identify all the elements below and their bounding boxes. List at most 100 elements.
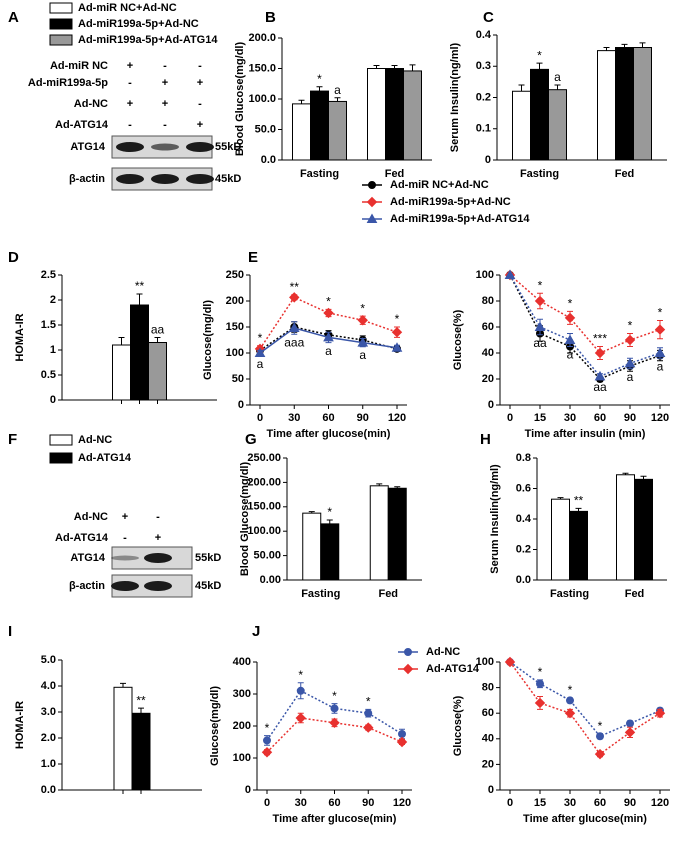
error-bar	[136, 293, 143, 305]
bar	[403, 70, 422, 161]
blot-band	[151, 143, 179, 151]
error-bar	[138, 707, 144, 714]
y-tick-label: 0.2	[476, 91, 491, 103]
data-point	[330, 704, 339, 713]
y-tick-label: 60	[482, 707, 494, 719]
x-tick-label: 90	[362, 797, 374, 809]
significance: *	[326, 294, 331, 308]
data-point	[504, 656, 516, 668]
panel-label: G	[245, 431, 257, 448]
legend-label: Ad-miR199a-5p+Ad-NC	[78, 18, 199, 30]
bar	[328, 100, 347, 161]
bar	[530, 68, 549, 161]
blot-sign: -	[128, 119, 132, 131]
blot-band-label: β-actin	[69, 173, 105, 185]
y-axis-label: Glucose(mg/dl)	[209, 686, 221, 766]
significance: aa	[593, 380, 607, 394]
x-tick-label: 30	[564, 412, 576, 424]
y-tick-label: 150.0	[248, 62, 276, 74]
error-bar	[334, 97, 341, 102]
error-bar	[603, 47, 610, 51]
x-axis-label: Time after glucose(min)	[273, 813, 397, 825]
error-bar	[640, 475, 647, 480]
y-tick-label: 200.0	[248, 32, 276, 44]
blot-sign: -	[128, 77, 132, 89]
data-point	[391, 342, 403, 352]
series-line	[259, 296, 398, 350]
x-tick-label: 15	[534, 412, 546, 424]
x-tick-label: 90	[357, 412, 369, 424]
y-tick-label: 20	[482, 373, 494, 385]
y-tick-label: 0	[488, 784, 494, 796]
blot-band	[111, 555, 139, 561]
error-bar	[391, 64, 398, 69]
y-axis-label: Blood Glucose(mg/dl)	[234, 42, 246, 157]
blot-sign: -	[123, 532, 127, 544]
y-axis-label: Glucose(mg/dl)	[202, 300, 214, 380]
y-tick-label: 100	[226, 347, 244, 359]
significance: *	[332, 689, 337, 703]
y-tick-label: 0.2	[516, 543, 531, 555]
error-bar	[298, 99, 305, 104]
error-bar	[373, 64, 380, 69]
legend-label: Ad-miR NC+Ad-NC	[78, 2, 177, 14]
y-tick-label: 250.00	[247, 452, 281, 464]
significance: *	[598, 719, 603, 733]
x-tick-label: 90	[624, 412, 636, 424]
y-tick-label: 0.4	[476, 29, 492, 41]
data-point	[536, 679, 544, 688]
y-tick-label: 5.0	[41, 654, 56, 666]
error-bar	[622, 472, 629, 475]
x-tick-label: 0	[264, 797, 270, 809]
y-axis-label: Serum Insulin(ng/ml)	[449, 42, 461, 152]
y-tick-label: 0.3	[476, 60, 491, 72]
x-axis-label: Time after glucose(min)	[523, 813, 647, 825]
y-tick-label: 0.0	[516, 574, 531, 586]
series-line	[509, 661, 661, 738]
y-tick-label: 0	[485, 154, 491, 166]
y-tick-label: 60	[482, 321, 494, 333]
y-tick-label: 1.5	[41, 319, 56, 331]
error-bar	[308, 511, 315, 514]
y-tick-label: 200	[226, 295, 244, 307]
series-line	[509, 274, 661, 380]
legend-swatch	[49, 18, 73, 30]
y-axis-label: Glucose(%)	[452, 309, 464, 370]
series-line	[266, 689, 403, 741]
error-bar	[409, 64, 416, 71]
error-bar	[118, 337, 125, 345]
significance: *	[538, 278, 543, 292]
error-bar	[326, 519, 333, 524]
legend-swatch	[49, 2, 73, 14]
bar	[385, 68, 404, 161]
bar	[634, 478, 653, 581]
x-tick-label: Fed	[378, 588, 398, 600]
data-point	[626, 719, 634, 728]
y-tick-label: 2.5	[41, 269, 56, 281]
legend-marker	[368, 181, 376, 189]
blot-band	[116, 142, 144, 152]
significance: *	[317, 72, 322, 86]
x-tick-label: 120	[388, 412, 406, 424]
bar	[148, 342, 167, 401]
bar	[387, 487, 407, 581]
data-point	[654, 324, 666, 335]
significance: a	[257, 357, 264, 371]
data-point	[289, 292, 300, 303]
x-tick-label: 60	[594, 412, 606, 424]
blot-band	[116, 174, 144, 184]
data-point	[295, 712, 306, 724]
bar	[113, 686, 133, 791]
bar	[597, 50, 616, 161]
blot-sign: -	[198, 98, 202, 110]
blot-band-label: ATG14	[70, 141, 106, 153]
bar	[551, 498, 570, 581]
data-point	[594, 347, 606, 359]
significance: a	[554, 70, 561, 84]
y-tick-label: 0	[50, 394, 56, 406]
y-tick-label: 2	[50, 294, 56, 306]
blot-band	[186, 142, 214, 152]
y-axis-label: Serum Insulin(ng/ml)	[489, 464, 501, 574]
data-point	[254, 347, 266, 357]
legend-swatch	[49, 34, 73, 46]
